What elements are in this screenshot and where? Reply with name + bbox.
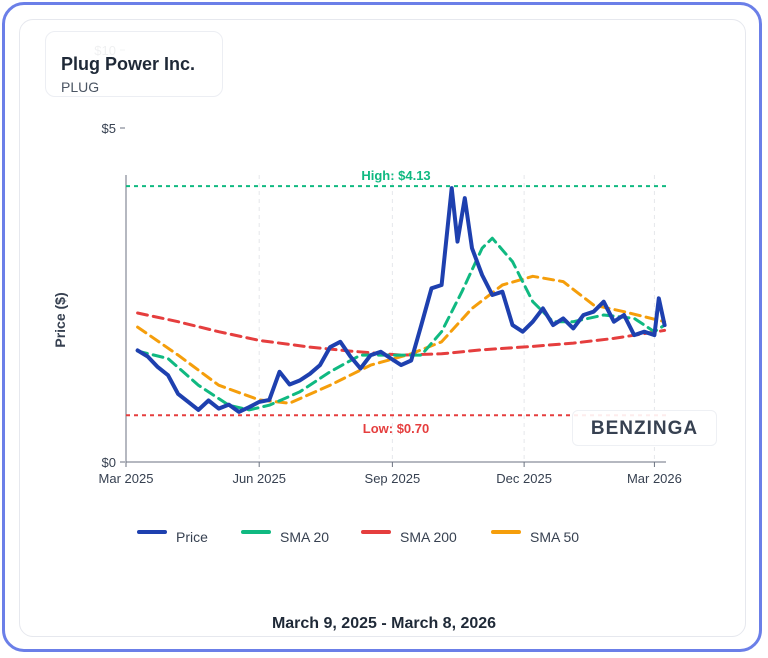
- high-label: High: $4.13: [361, 168, 430, 183]
- ticker-symbol: PLUG: [61, 79, 100, 95]
- x-tick-label: Mar 2025: [99, 471, 154, 486]
- legend-swatch: [361, 530, 391, 534]
- company-name: Plug Power Inc.: [61, 54, 196, 74]
- x-tick-label: Sep 2025: [365, 471, 421, 486]
- series-sma-50-line: [136, 274, 667, 405]
- legend-label: SMA 20: [280, 529, 330, 545]
- date-range: March 9, 2025 - March 8, 2026: [271, 615, 497, 632]
- legend-label: Price: [176, 529, 208, 545]
- x-tick-label: Jun 2025: [232, 471, 286, 486]
- series-sma-200-line: [136, 311, 667, 357]
- x-tick-label: Dec 2025: [496, 471, 552, 486]
- series-price-line: [135, 186, 667, 414]
- y-axis-title: Price ($): [52, 292, 68, 348]
- y-tick-label: $0: [102, 455, 116, 470]
- title-box: Plug Power Inc. PLUG: [45, 31, 223, 97]
- benzinga-watermark: BENZINGA: [572, 410, 717, 446]
- x-tick-label: Mar 2026: [627, 471, 682, 486]
- legend-label: SMA 200: [400, 529, 457, 545]
- y-tick-label: $5: [102, 121, 116, 136]
- legend-swatch: [241, 530, 271, 534]
- legend-swatch: [137, 530, 167, 534]
- low-label: Low: $0.70: [363, 421, 429, 436]
- legend-label: SMA 50: [530, 529, 580, 545]
- legend-swatch: [491, 530, 521, 534]
